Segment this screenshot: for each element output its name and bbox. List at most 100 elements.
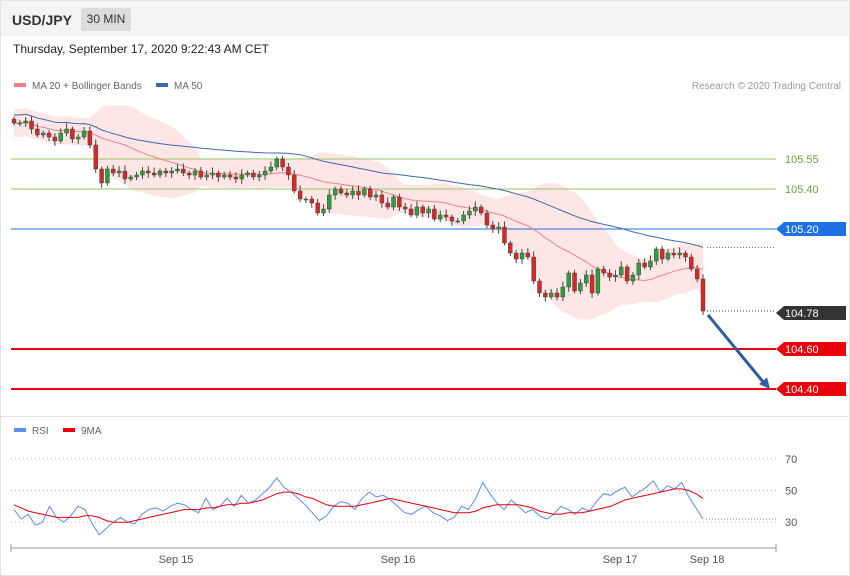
candle-down xyxy=(490,224,495,230)
candle-up xyxy=(81,130,87,138)
candle-down xyxy=(356,190,361,196)
candle-down xyxy=(70,128,75,140)
candle-down xyxy=(397,196,402,208)
candle-up xyxy=(268,166,274,172)
target-arrow-shaft xyxy=(706,314,766,384)
candle-down xyxy=(280,158,285,168)
candle-up xyxy=(222,174,227,178)
candle-down xyxy=(601,268,606,274)
candle-down xyxy=(227,174,233,178)
candle-up xyxy=(578,282,583,292)
candle-down xyxy=(443,214,449,218)
candle-up xyxy=(64,128,69,134)
candle-down xyxy=(292,174,297,192)
candle-down xyxy=(338,188,344,194)
level-label-105.40: 105.40 xyxy=(785,184,819,196)
candle-down xyxy=(543,292,548,298)
timestamp: Thursday, September 17, 2020 9:22:43 AM … xyxy=(13,42,269,56)
candle-down xyxy=(315,202,320,214)
level-label-104.40: 104.40 xyxy=(785,384,819,396)
candle-up xyxy=(560,286,566,298)
candle-up xyxy=(648,260,653,268)
candle-up xyxy=(595,268,601,294)
candle-up xyxy=(257,174,262,178)
ma20-swatch xyxy=(14,83,26,88)
candle-up xyxy=(116,170,122,174)
candle-up xyxy=(175,168,180,172)
candle-up xyxy=(613,274,618,278)
candle-up xyxy=(677,252,682,256)
candle-down xyxy=(683,252,688,258)
x-label-Sep 16: Sep 16 xyxy=(381,554,416,566)
level-tag-104.40 xyxy=(776,382,846,396)
candle-up xyxy=(438,214,443,220)
candle-up xyxy=(362,188,367,196)
credit-text: Research © 2020 Trading Central xyxy=(691,81,841,92)
candle-down xyxy=(502,226,507,244)
candle-up xyxy=(619,266,624,276)
current-price-tag xyxy=(776,306,846,320)
candle-up xyxy=(239,174,244,180)
timeframe-button[interactable]: 30 MIN xyxy=(81,8,131,31)
candle-down xyxy=(420,206,425,214)
symbol-label: USD/JPY xyxy=(12,12,72,28)
candle-up xyxy=(327,194,332,210)
candle-down xyxy=(46,132,52,138)
candle-down xyxy=(607,272,612,278)
candle-down xyxy=(624,266,630,282)
candle-down xyxy=(659,248,665,260)
candle-down xyxy=(309,198,314,204)
candle-up xyxy=(519,252,525,260)
rsi-tick-30: 30 xyxy=(785,517,797,529)
candle-down xyxy=(508,242,513,254)
candle-up xyxy=(473,206,478,212)
candle-up xyxy=(134,174,139,178)
rsi-line xyxy=(13,476,704,536)
candle-down xyxy=(29,120,34,130)
candle-up xyxy=(321,208,326,214)
x-label-Sep 17: Sep 17 xyxy=(603,554,638,566)
legend-ma20-label: MA 20 + Bollinger Bands xyxy=(32,81,142,92)
candle-up xyxy=(40,132,46,136)
candle-down xyxy=(432,208,437,220)
rsi-9ma-line xyxy=(13,488,704,523)
legend-ma50-label: MA 50 xyxy=(174,81,203,92)
candle-down xyxy=(554,292,560,298)
candle-up xyxy=(58,132,63,142)
candle-down xyxy=(52,136,58,142)
legend-rsi-label: RSI xyxy=(32,426,49,437)
candle-up xyxy=(303,198,309,201)
legend-ma50: MA 50 xyxy=(156,81,202,92)
panel-separator xyxy=(1,416,849,417)
candle-up xyxy=(566,272,571,288)
candle-up xyxy=(76,136,81,140)
candle-up xyxy=(373,194,379,198)
target-arrow-head xyxy=(759,377,770,389)
candle-up xyxy=(636,262,641,276)
rsi-tick-70: 70 xyxy=(785,454,797,466)
candle-up xyxy=(17,122,23,125)
candle-up xyxy=(548,292,554,298)
candle-up xyxy=(467,210,472,216)
candle-down xyxy=(379,194,385,204)
ma50-swatch xyxy=(156,83,168,88)
candle-up xyxy=(262,170,268,176)
candle-up xyxy=(350,190,355,196)
candle-down xyxy=(367,188,373,198)
legend-rsi: RSI xyxy=(14,426,49,437)
ma50-line xyxy=(14,113,704,248)
candle-up xyxy=(105,168,110,184)
candle-down xyxy=(694,268,700,280)
candle-down xyxy=(403,206,408,210)
candle-down xyxy=(478,206,484,214)
candle-down xyxy=(537,280,542,294)
candle-down xyxy=(122,170,128,180)
candle-down xyxy=(689,256,694,270)
candle-up xyxy=(455,220,460,223)
rsi-swatch xyxy=(14,428,26,433)
level-label-104.60: 104.60 xyxy=(785,344,819,356)
x-label-Sep 15: Sep 15 xyxy=(159,554,194,566)
candle-down xyxy=(297,190,303,200)
candle-down xyxy=(642,262,647,268)
